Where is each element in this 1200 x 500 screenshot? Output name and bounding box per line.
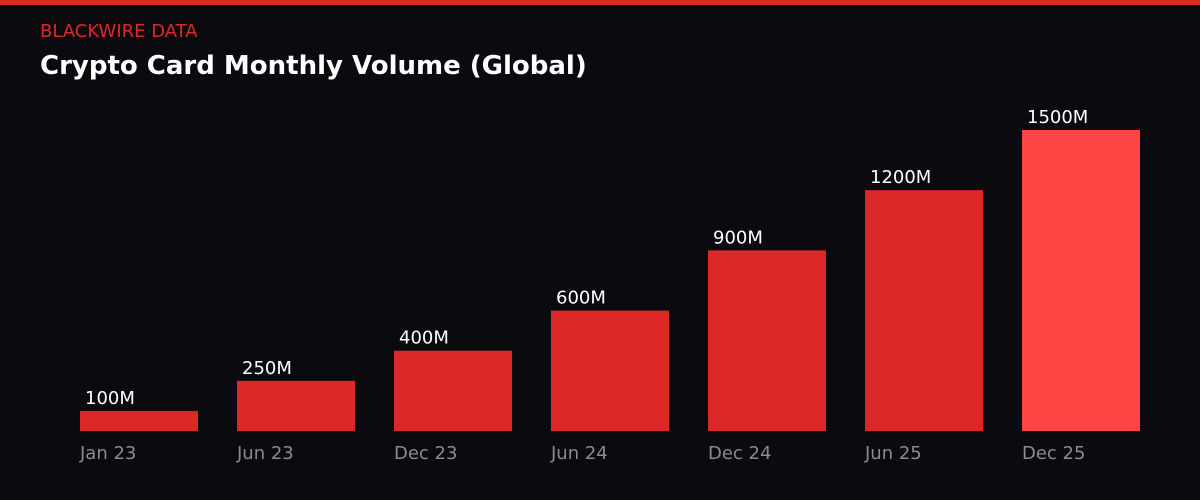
data-label: 1500M [1027, 107, 1088, 128]
bar [551, 310, 669, 431]
data-label: 100M [85, 388, 135, 409]
x-tick-label: Dec 25 [1022, 443, 1085, 464]
x-tick-label: Jun 24 [550, 443, 608, 464]
x-tick-label: Dec 24 [708, 443, 771, 464]
data-label: 600M [556, 288, 606, 309]
x-tick-label: Jan 23 [79, 443, 136, 464]
bar [708, 250, 826, 431]
data-label: 250M [242, 358, 292, 379]
bar [865, 190, 983, 431]
data-label: 1200M [870, 167, 931, 188]
data-label: 900M [713, 227, 763, 248]
top-accent-bar [0, 0, 1200, 5]
bar [80, 410, 198, 431]
chart-title: Crypto Card Monthly Volume (Global) [40, 51, 587, 81]
data-label: 400M [399, 328, 449, 349]
x-tick-label: Dec 23 [394, 443, 457, 464]
x-tick-label: Jun 23 [236, 443, 294, 464]
x-tick-label: Jun 25 [864, 443, 922, 464]
bar [1022, 130, 1140, 431]
brand-label: BLACKWIRE DATA [40, 21, 198, 42]
bar [237, 380, 355, 431]
bar [394, 350, 512, 431]
